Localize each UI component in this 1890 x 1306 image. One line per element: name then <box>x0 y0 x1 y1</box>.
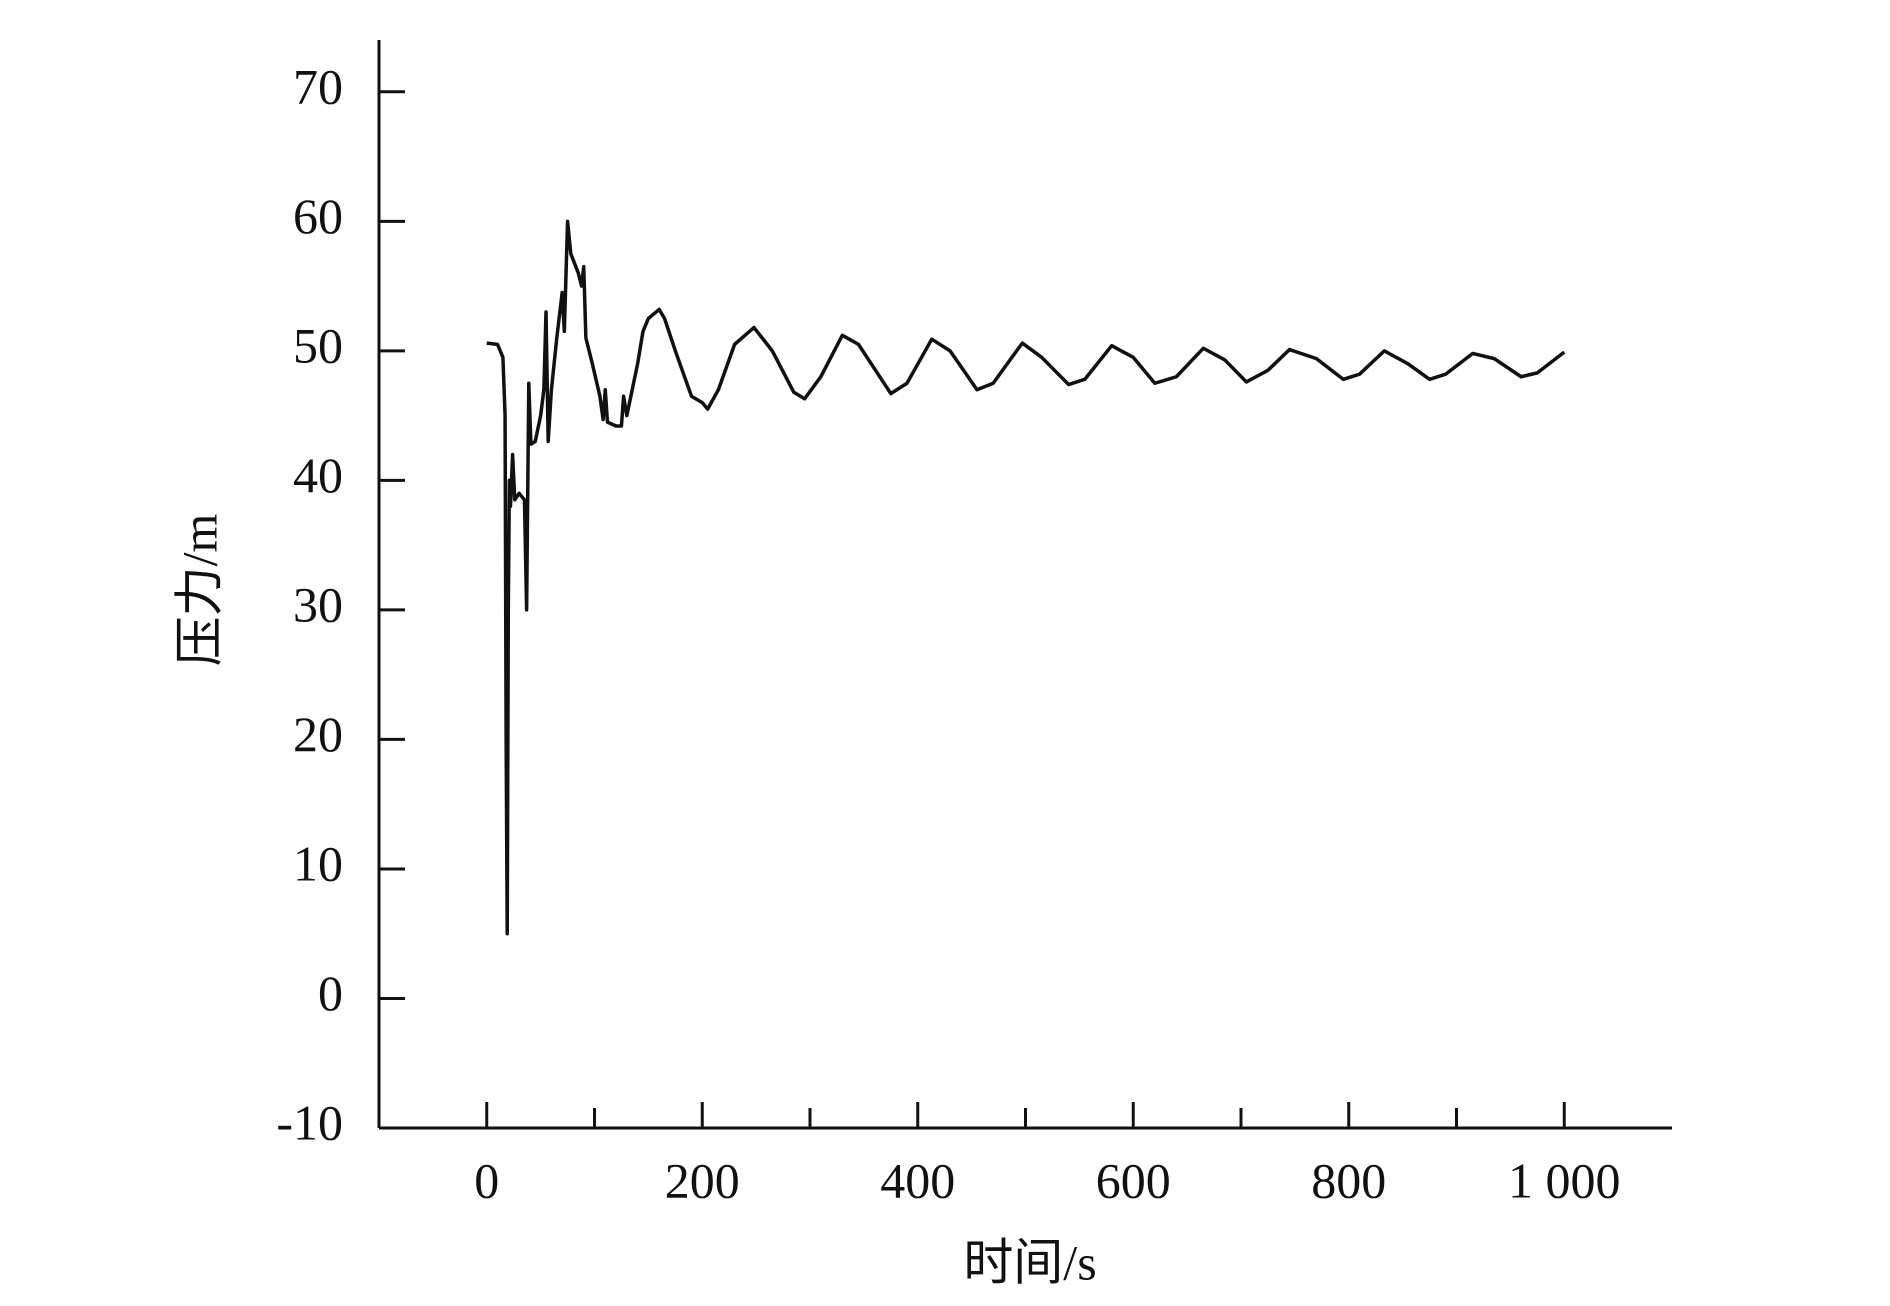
y-tick-label: 60 <box>293 188 343 244</box>
x-tick-label: 600 <box>1096 1152 1171 1208</box>
y-tick-label: 40 <box>293 447 343 503</box>
y-axis-label: 压力/m <box>171 514 227 667</box>
data-line <box>486 219 1566 936</box>
y-tick-label: 50 <box>293 317 343 373</box>
x-tick-label: 0 <box>474 1152 499 1208</box>
y-tick-label: 0 <box>318 965 343 1021</box>
x-axis-label: 时间/s <box>963 1234 1096 1290</box>
y-tick-label: 30 <box>293 576 343 632</box>
x-tick-label: 1 000 <box>1508 1152 1621 1208</box>
x-tick-label: 800 <box>1311 1152 1386 1208</box>
y-tick-label: 10 <box>293 835 343 891</box>
x-tick-label: 200 <box>665 1152 740 1208</box>
y-tick-label: 20 <box>293 706 343 762</box>
y-tick-label: 70 <box>293 58 343 114</box>
x-tick-label: 400 <box>880 1152 955 1208</box>
y-tick-label: -10 <box>276 1094 343 1150</box>
